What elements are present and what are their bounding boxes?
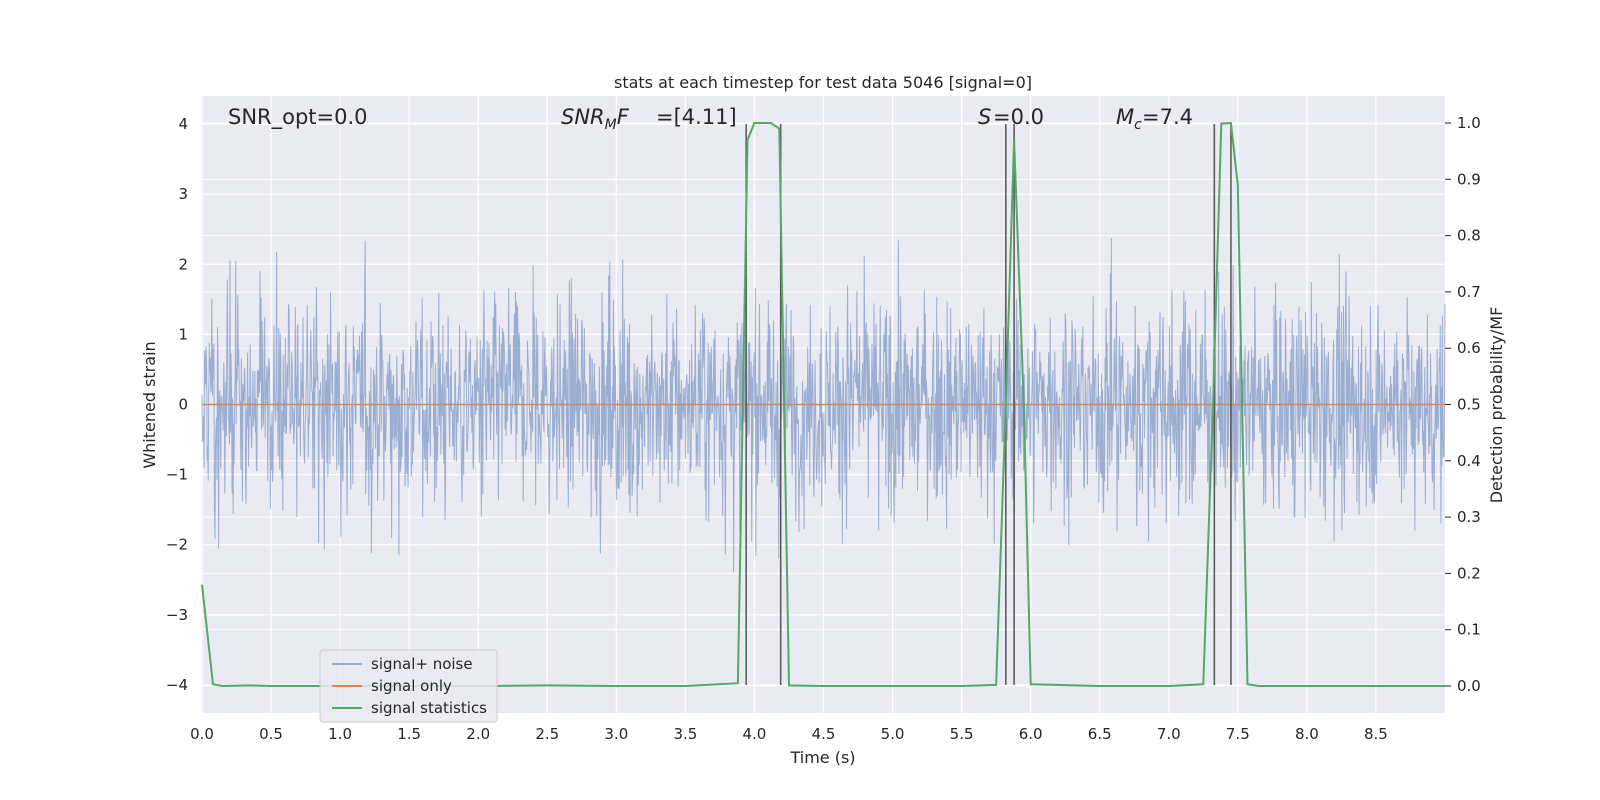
x-tick-label: 6.0 — [1019, 725, 1043, 743]
chart-title: stats at each timestep for test data 504… — [614, 73, 1032, 92]
y-right-tick-label: 1.0 — [1457, 114, 1481, 132]
y-right-tick-label: 0.8 — [1457, 227, 1481, 245]
y-tick-label: −4 — [166, 676, 188, 694]
x-tick-label: 8.0 — [1295, 725, 1319, 743]
y-right-tick-label: 0.6 — [1457, 339, 1481, 357]
x-tick-label: 3.0 — [604, 725, 628, 743]
y-right-tick-label: 0.5 — [1457, 396, 1481, 414]
x-tick-label: 2.0 — [466, 725, 490, 743]
y-right-tick-label: 0.3 — [1457, 508, 1481, 526]
y-tick-label: 0 — [178, 396, 188, 414]
signal-noise-line — [201, 237, 1446, 573]
x-tick-label: 7.0 — [1157, 725, 1181, 743]
y-tick-label: −1 — [166, 466, 188, 484]
detection-lines — [745, 124, 1232, 685]
x-axis-label: Time (s) — [789, 748, 855, 767]
annotation-snr-opt: SNR_opt=0.0 — [228, 105, 368, 130]
signal-noise-series — [201, 237, 1446, 573]
x-tick-label: 5.0 — [881, 725, 905, 743]
annotation-s: S =0.0 — [978, 105, 1044, 129]
legend: signal+ noise signal only signal statist… — [319, 649, 498, 723]
y-tick-label: −3 — [166, 606, 188, 624]
y-tick-label: 4 — [178, 115, 188, 133]
y-tick-label: −2 — [166, 536, 188, 554]
y-axis-label: Whitened strain — [140, 341, 159, 468]
axis-ticks: 0.0 0.5 1.0 1.5 2.0 2.5 3.0 3.5 4.0 4.5 5.0 5.5 6.0 6… — [166, 114, 1481, 743]
x-tick-label: 0.5 — [259, 725, 283, 743]
annotation-snr-mf: SNRMF =[4.11] — [561, 105, 737, 133]
s-symbol: S — [978, 105, 991, 129]
y-tick-label: 3 — [178, 185, 188, 203]
y-tick-label: 1 — [178, 325, 188, 343]
y-right-tick-label: 0.2 — [1457, 564, 1481, 582]
y-axis-right-label: Detection probability/MF — [1487, 307, 1506, 504]
snr-mf-symbol: SNRMF — [561, 105, 630, 133]
legend-label-signal-noise: signal+ noise — [371, 655, 473, 673]
x-tick-label: 4.0 — [743, 725, 767, 743]
x-tick-label: 0.0 — [190, 725, 214, 743]
snr-mf-value: =[4.11] — [656, 105, 737, 129]
legend-label-signal-only: signal only — [371, 677, 452, 695]
legend-box — [319, 649, 498, 723]
x-tick-label: 6.5 — [1088, 725, 1112, 743]
legend-label-signal-statistics: signal statistics — [371, 699, 487, 717]
x-tick-label: 4.5 — [812, 725, 836, 743]
y-right-tick-label: 0.4 — [1457, 452, 1481, 470]
y-right-tick-label: 0.1 — [1457, 621, 1481, 639]
x-tick-label: 5.5 — [950, 725, 974, 743]
s-value: =0.0 — [993, 105, 1044, 129]
x-tick-label: 8.5 — [1364, 725, 1388, 743]
x-tick-label: 1.5 — [397, 725, 421, 743]
y-tick-label: 2 — [178, 255, 188, 273]
x-tick-label: 1.0 — [328, 725, 352, 743]
x-tick-label: 2.5 — [535, 725, 559, 743]
x-tick-label: 3.5 — [673, 725, 697, 743]
y-right-tick-label: 0.7 — [1457, 283, 1481, 301]
x-tick-label: 7.5 — [1226, 725, 1250, 743]
y-right-tick-label: 0.0 — [1457, 677, 1481, 695]
y-right-tick-label: 0.9 — [1457, 170, 1481, 188]
annotation-mc: Mc =7.4 — [1116, 105, 1193, 133]
mc-value: =7.4 — [1142, 105, 1193, 129]
